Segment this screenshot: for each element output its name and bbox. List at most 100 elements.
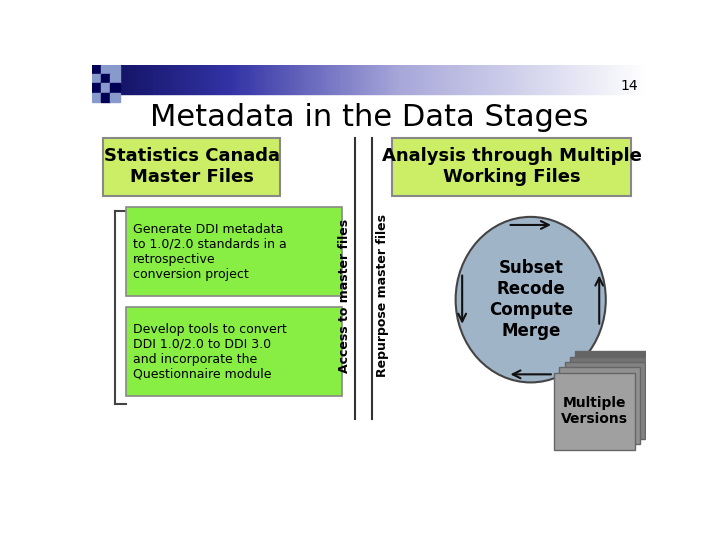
Bar	[230, 65, 233, 94]
Bar	[314, 65, 316, 94]
Bar	[446, 65, 449, 94]
Bar	[588, 65, 590, 94]
Bar	[632, 65, 635, 94]
FancyBboxPatch shape	[564, 362, 645, 439]
Bar	[405, 65, 408, 94]
Bar	[482, 65, 485, 94]
Text: Analysis through Multiple
Working Files: Analysis through Multiple Working Files	[382, 147, 642, 186]
Bar	[92, 65, 101, 74]
Bar	[205, 65, 208, 94]
Bar	[181, 65, 184, 94]
Bar	[122, 65, 125, 94]
Bar	[400, 65, 402, 94]
Bar	[430, 65, 433, 94]
Bar	[608, 65, 610, 94]
Bar	[338, 65, 341, 94]
Bar	[166, 65, 169, 94]
Bar	[120, 65, 122, 94]
Bar	[413, 65, 416, 94]
Bar	[408, 65, 410, 94]
Text: Generate DDI metadata
to 1.0/2.0 standards in a
retrospective
conversion project: Generate DDI metadata to 1.0/2.0 standar…	[132, 222, 287, 280]
Bar	[114, 65, 117, 94]
FancyBboxPatch shape	[104, 138, 281, 195]
Bar	[616, 65, 618, 94]
Bar	[145, 65, 148, 94]
Bar	[422, 65, 425, 94]
Bar	[158, 65, 161, 94]
Bar	[344, 65, 347, 94]
Bar	[605, 65, 608, 94]
Bar	[572, 65, 574, 94]
Bar	[557, 65, 560, 94]
Bar	[172, 65, 175, 94]
Bar	[92, 74, 101, 83]
Bar	[244, 65, 247, 94]
Bar	[269, 65, 272, 94]
Bar	[110, 83, 120, 92]
Bar	[325, 65, 328, 94]
Bar	[372, 65, 374, 94]
Text: Develop tools to convert
DDI 1.0/2.0 to DDI 3.0
and incorporate the
Questionnair: Develop tools to convert DDI 1.0/2.0 to …	[132, 322, 287, 381]
Bar	[289, 65, 292, 94]
Bar	[602, 65, 605, 94]
Bar	[308, 65, 311, 94]
Bar	[410, 65, 413, 94]
Bar	[610, 65, 613, 94]
Bar	[280, 65, 283, 94]
Bar	[117, 65, 120, 94]
Bar	[577, 65, 580, 94]
Bar	[497, 65, 499, 94]
Bar	[92, 83, 101, 92]
Bar	[535, 65, 538, 94]
Bar	[488, 65, 491, 94]
Bar	[194, 65, 197, 94]
Bar	[128, 65, 130, 94]
Bar	[374, 65, 377, 94]
Bar	[546, 65, 549, 94]
Text: Access to master files: Access to master files	[338, 219, 351, 373]
Bar	[186, 65, 189, 94]
Bar	[150, 65, 153, 94]
Bar	[499, 65, 502, 94]
Bar	[197, 65, 200, 94]
Bar	[508, 65, 510, 94]
Bar	[455, 65, 458, 94]
Bar	[585, 65, 588, 94]
Bar	[397, 65, 400, 94]
Bar	[569, 65, 572, 94]
Bar	[330, 65, 333, 94]
Bar	[582, 65, 585, 94]
Bar	[189, 65, 192, 94]
Bar	[97, 65, 100, 94]
Bar	[101, 65, 110, 74]
Bar	[618, 65, 621, 94]
Bar	[521, 65, 524, 94]
Bar	[258, 65, 261, 94]
Bar	[563, 65, 566, 94]
Bar	[580, 65, 582, 94]
Bar	[624, 65, 627, 94]
Bar	[272, 65, 275, 94]
Text: Subset
Recode
Compute
Merge: Subset Recode Compute Merge	[489, 259, 573, 340]
Bar	[627, 65, 629, 94]
Bar	[513, 65, 516, 94]
Bar	[377, 65, 380, 94]
Bar	[613, 65, 616, 94]
Text: Repurpose master files: Repurpose master files	[376, 214, 389, 377]
Bar	[164, 65, 166, 94]
Bar	[169, 65, 172, 94]
Bar	[516, 65, 518, 94]
Bar	[518, 65, 521, 94]
Bar	[391, 65, 394, 94]
Bar	[192, 65, 194, 94]
Bar	[341, 65, 344, 94]
Bar	[148, 65, 150, 94]
Ellipse shape	[456, 217, 606, 382]
Bar	[239, 65, 241, 94]
Bar	[133, 65, 136, 94]
Bar	[92, 92, 101, 102]
Bar	[106, 65, 109, 94]
Bar	[161, 65, 164, 94]
Bar	[383, 65, 386, 94]
Bar	[358, 65, 361, 94]
